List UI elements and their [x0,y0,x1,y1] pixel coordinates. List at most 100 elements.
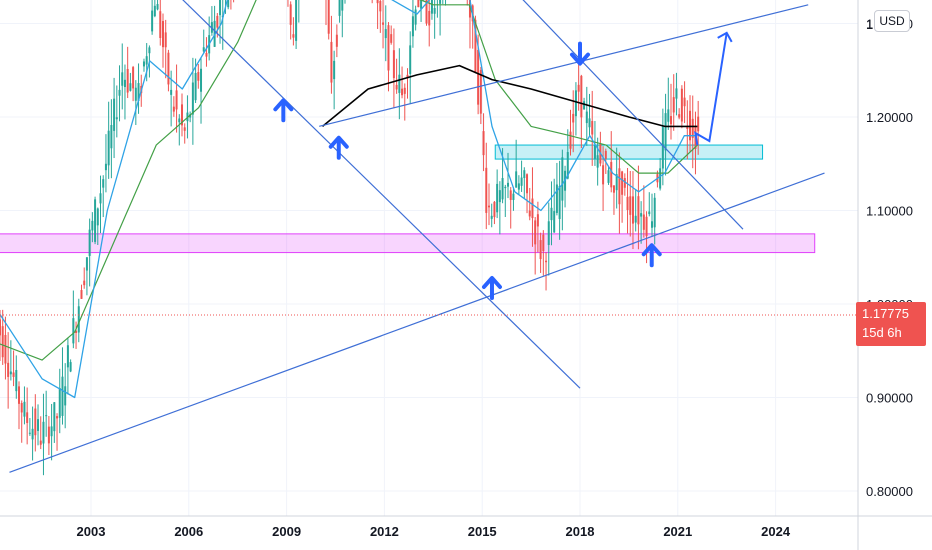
candle-body [58,387,61,418]
candle-body [496,183,499,213]
trend-line[interactable] [150,0,581,389]
candle-body [572,113,575,123]
candle-body [134,87,137,101]
candle-body [85,257,88,271]
candle-body [645,216,648,237]
candle-body [504,186,507,189]
candle-body [159,11,162,38]
moving-averages [0,0,698,399]
candle-body [216,15,219,28]
candle-body [200,68,203,92]
candle-body [602,165,605,185]
candle-body [338,0,341,16]
candle-body [142,61,145,67]
ma-fast-line [0,0,698,399]
candle-body [61,376,64,416]
candle-body [683,97,686,107]
candle-body [205,52,208,57]
candle-body [123,79,126,88]
candle-body [629,196,632,215]
candle-body [561,157,564,201]
candle-body [574,90,577,117]
x-tick-label: 2021 [663,524,692,539]
candle-body [612,185,615,193]
arrow-up-icon-head [328,135,349,149]
candle-body [197,72,200,81]
candle-body [697,116,700,132]
candle-body [69,362,72,372]
candle-body [553,211,556,233]
candle-body [621,171,624,195]
trend-line[interactable] [277,0,744,230]
candle-body [178,118,181,123]
candle-body [623,178,626,188]
trend-lines [9,0,825,473]
candle-body [490,215,493,219]
candle-body [333,60,336,80]
last-price-value: 1.17775 [862,306,909,321]
candle-body [0,319,1,336]
candle-body [615,174,618,191]
candle-body [395,84,398,90]
time-axis[interactable]: 2003 2006 2009 2012 2015 2018 2021 2024 [77,524,791,539]
candle-body [77,306,80,333]
candle-body [153,5,156,17]
candle-body [387,25,390,71]
candle-body [417,0,420,8]
candle-body [580,75,583,118]
candle-body [167,52,170,85]
candle-body [648,211,651,215]
x-tick-label: 2018 [566,524,595,539]
candle-body [607,170,610,183]
candle-body [132,67,135,89]
candle-body [664,113,667,151]
candle-body [420,0,423,9]
candle-body [667,109,670,122]
candle-body [330,41,333,83]
candle-body [15,369,18,392]
candle-body [145,56,148,65]
candle-body [482,131,485,156]
x-tick-label: 2015 [468,524,497,539]
candle-body [487,205,490,208]
candle-body [227,0,230,8]
candle-body [121,72,124,86]
candle-body [28,432,31,434]
candle-body [637,196,640,225]
candle-body [585,111,588,124]
candle-body [626,196,629,211]
candle-body [161,21,164,48]
candle-body [675,88,678,99]
arrow-up-icon-head [273,98,294,112]
candle-body [47,426,50,444]
candle-body [172,106,175,112]
candle-body [1,326,4,358]
candle-body [479,70,482,114]
candle-body [672,97,675,113]
candle-body [12,372,15,377]
candle-body [20,403,23,413]
x-tick-label: 2012 [370,524,399,539]
candle-body [512,193,515,200]
candle-body [384,29,387,39]
currency-button[interactable]: USD [874,10,910,32]
trend-line[interactable] [9,172,825,473]
projection-arrow-head [717,31,733,43]
candle-body [401,88,404,96]
candle-body [534,220,537,245]
ma-long-line [321,64,698,128]
candle-body [670,116,673,125]
candle-body [542,234,545,252]
candle-body [118,89,121,96]
candle-body [23,401,26,417]
candle-body [680,88,683,122]
candle-body [659,168,662,189]
x-tick-label: 2003 [77,524,106,539]
candle-body [80,290,83,299]
candle-body [31,428,34,440]
projection-arrow [694,32,728,146]
candle-body [156,4,159,10]
trend-line[interactable] [319,4,809,127]
candle-body [596,155,599,168]
